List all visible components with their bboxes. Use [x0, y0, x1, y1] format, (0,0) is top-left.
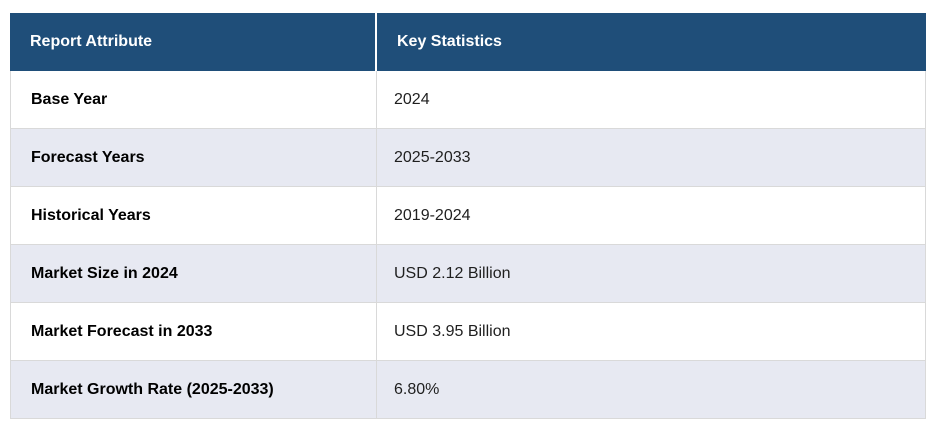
value-cell: USD 2.12 Billion	[377, 245, 926, 303]
table-row: Market Growth Rate (2025-2033) 6.80%	[10, 361, 926, 419]
attribute-cell: Market Size in 2024	[10, 245, 377, 303]
table-row: Market Forecast in 2033 USD 3.95 Billion	[10, 303, 926, 361]
column-header-report-attribute: Report Attribute	[10, 13, 377, 71]
table-row: Market Size in 2024 USD 2.12 Billion	[10, 245, 926, 303]
table-row: Historical Years 2019-2024	[10, 187, 926, 245]
attribute-cell: Market Growth Rate (2025-2033)	[10, 361, 377, 419]
table-header-row: Report Attribute Key Statistics	[10, 13, 926, 71]
attribute-cell: Base Year	[10, 71, 377, 129]
column-header-key-statistics: Key Statistics	[377, 13, 926, 71]
value-cell: 2019-2024	[377, 187, 926, 245]
value-cell: 2024	[377, 71, 926, 129]
report-attributes-table: Report Attribute Key Statistics Base Yea…	[10, 13, 926, 419]
value-cell: 2025-2033	[377, 129, 926, 187]
table-row: Forecast Years 2025-2033	[10, 129, 926, 187]
table-row: Base Year 2024	[10, 71, 926, 129]
value-cell: 6.80%	[377, 361, 926, 419]
attribute-cell: Market Forecast in 2033	[10, 303, 377, 361]
attribute-cell: Forecast Years	[10, 129, 377, 187]
attribute-cell: Historical Years	[10, 187, 377, 245]
value-cell: USD 3.95 Billion	[377, 303, 926, 361]
